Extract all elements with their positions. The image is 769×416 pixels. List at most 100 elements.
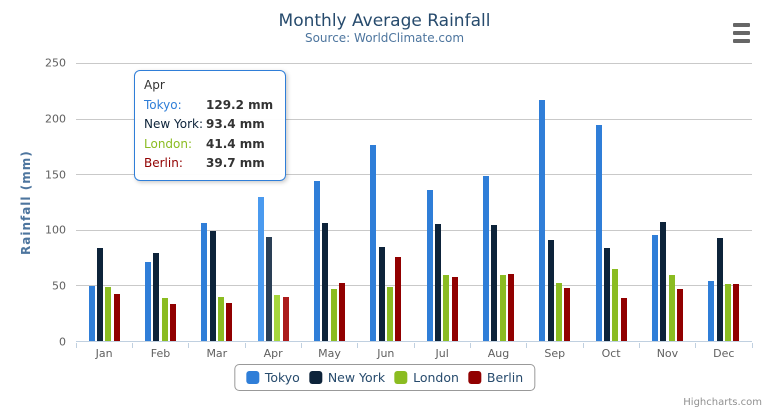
bar-berlin-apr[interactable] bbox=[282, 296, 289, 341]
bar-tokyo-oct[interactable] bbox=[595, 125, 602, 341]
bar-berlin-oct[interactable] bbox=[620, 297, 627, 341]
x-axis-tickmark bbox=[695, 343, 697, 348]
tooltip-row: London: 41.4 mm bbox=[144, 135, 273, 155]
x-axis-label: Oct bbox=[601, 347, 621, 360]
bar-berlin-mar[interactable] bbox=[226, 302, 233, 341]
context-menu-button[interactable] bbox=[733, 23, 750, 43]
x-axis-label: Jan bbox=[95, 347, 113, 360]
bar-berlin-jan[interactable] bbox=[113, 293, 120, 341]
bar-berlin-sep[interactable] bbox=[564, 288, 571, 341]
category-group-jul bbox=[414, 63, 470, 341]
tooltip-body: Apr Tokyo: 129.2 mm New York: 93.4 mm London:… bbox=[144, 76, 273, 174]
legend-item-new-york[interactable]: New York bbox=[308, 370, 386, 385]
x-axis-tickmark bbox=[131, 343, 133, 348]
bar-berlin-jul[interactable] bbox=[451, 277, 458, 341]
legend-swatch-icon bbox=[245, 371, 259, 384]
bar-berlin-jun[interactable] bbox=[395, 257, 402, 341]
bar-london-may[interactable] bbox=[330, 288, 337, 341]
bar-london-nov[interactable] bbox=[668, 275, 675, 341]
bar-berlin-aug[interactable] bbox=[508, 273, 515, 341]
bar-berlin-feb[interactable] bbox=[170, 304, 177, 341]
tooltip-table: Apr Tokyo: 129.2 mm New York: 93.4 mm London:… bbox=[144, 76, 273, 174]
bar-tokyo-dec[interactable] bbox=[708, 280, 715, 341]
gridline bbox=[76, 174, 752, 176]
bar-london-mar[interactable] bbox=[218, 297, 225, 341]
bar-london-jun[interactable] bbox=[387, 287, 393, 341]
bar-new-york-apr[interactable] bbox=[265, 237, 272, 341]
x-axis-ticks bbox=[75, 342, 753, 348]
legend-label: London bbox=[413, 370, 459, 385]
bars bbox=[76, 63, 752, 341]
x-axis-tickmark bbox=[751, 343, 753, 348]
tooltip-series-label: Tokyo: bbox=[144, 97, 182, 112]
bar-tokyo-apr[interactable] bbox=[257, 197, 264, 341]
category-group-sep bbox=[527, 63, 583, 341]
bar-tokyo-may[interactable] bbox=[313, 180, 320, 341]
x-axis-tickmark bbox=[413, 343, 415, 348]
x-axis-tickmark bbox=[526, 343, 528, 348]
bar-berlin-dec[interactable] bbox=[733, 284, 740, 341]
tooltip-series-value: 39.7 mm bbox=[206, 156, 265, 170]
bar-new-york-nov[interactable] bbox=[660, 222, 667, 341]
bar-tokyo-jun[interactable] bbox=[370, 145, 377, 341]
hamburger-icon bbox=[733, 31, 750, 35]
y-axis-labels: 0 50 100 150 200 250 bbox=[0, 57, 68, 349]
gridline bbox=[76, 63, 752, 64]
tooltip-row: New York: 93.4 mm bbox=[144, 115, 273, 135]
bar-tokyo-nov[interactable] bbox=[651, 234, 658, 341]
bar-london-apr[interactable] bbox=[274, 294, 281, 341]
bar-tokyo-jul[interactable] bbox=[426, 190, 433, 341]
bar-london-sep[interactable] bbox=[555, 282, 562, 341]
legend-item-tokyo[interactable]: Tokyo bbox=[245, 370, 300, 385]
category-group-mar bbox=[189, 63, 245, 341]
bar-tokyo-sep[interactable] bbox=[539, 100, 546, 341]
tooltip: Apr Tokyo: 129.2 mm New York: 93.4 mm London:… bbox=[134, 70, 286, 181]
credits-link[interactable]: Highcharts.com bbox=[683, 397, 762, 408]
bar-new-york-mar[interactable] bbox=[209, 231, 216, 341]
x-axis-labels: Jan Feb Mar Apr May Jun Jul Aug Sep Oct Nov Dec bbox=[76, 347, 752, 360]
bar-tokyo-feb[interactable] bbox=[144, 261, 151, 341]
x-axis-label: Mar bbox=[206, 347, 228, 360]
bar-new-york-feb[interactable] bbox=[153, 253, 160, 341]
bar-tokyo-jan[interactable] bbox=[88, 285, 95, 341]
x-axis-tickmark bbox=[469, 343, 471, 348]
bar-london-jul[interactable] bbox=[443, 275, 450, 341]
bar-new-york-jul[interactable] bbox=[434, 224, 441, 341]
bar-london-aug[interactable] bbox=[499, 274, 506, 341]
bar-new-york-jun[interactable] bbox=[378, 247, 385, 341]
bar-london-dec[interactable] bbox=[724, 284, 731, 341]
gridline bbox=[76, 285, 752, 287]
bar-london-jan[interactable] bbox=[105, 286, 112, 341]
tooltip-series-value: 41.4 mm bbox=[206, 136, 265, 151]
bar-tokyo-aug[interactable] bbox=[482, 175, 489, 341]
bar-london-oct[interactable] bbox=[612, 268, 619, 341]
bar-new-york-oct[interactable] bbox=[603, 248, 610, 341]
bar-new-york-jan[interactable] bbox=[96, 248, 103, 341]
legend-item-berlin[interactable]: Berlin bbox=[467, 370, 523, 385]
x-axis-label: Feb bbox=[150, 347, 171, 360]
legend-item-london[interactable]: London bbox=[394, 370, 459, 385]
x-axis-tickmark bbox=[638, 343, 640, 348]
x-axis-tickmark bbox=[244, 343, 246, 348]
gridline bbox=[76, 229, 752, 231]
bar-new-york-aug[interactable] bbox=[491, 225, 498, 341]
legend-label: New York bbox=[327, 370, 386, 385]
y-axis-label: 100 bbox=[45, 223, 66, 237]
y-axis-label: 150 bbox=[45, 168, 66, 182]
x-axis-tickmark bbox=[300, 343, 302, 348]
category-group-oct bbox=[583, 63, 639, 341]
bar-berlin-nov[interactable] bbox=[677, 288, 684, 341]
bar-new-york-may[interactable] bbox=[322, 223, 329, 341]
tooltip-row: Berlin: 39.7 mm bbox=[144, 154, 273, 174]
legend-label: Tokyo bbox=[264, 370, 300, 385]
bar-new-york-sep[interactable] bbox=[547, 239, 554, 341]
bar-new-york-dec[interactable] bbox=[716, 238, 723, 341]
x-axis-label: Apr bbox=[263, 347, 283, 360]
y-axis-label: 50 bbox=[52, 279, 66, 293]
bar-london-feb[interactable] bbox=[161, 297, 168, 341]
bar-berlin-may[interactable] bbox=[339, 282, 346, 341]
plot-area bbox=[76, 63, 752, 342]
x-axis-tickmark bbox=[582, 343, 584, 348]
bar-tokyo-mar[interactable] bbox=[201, 222, 208, 341]
